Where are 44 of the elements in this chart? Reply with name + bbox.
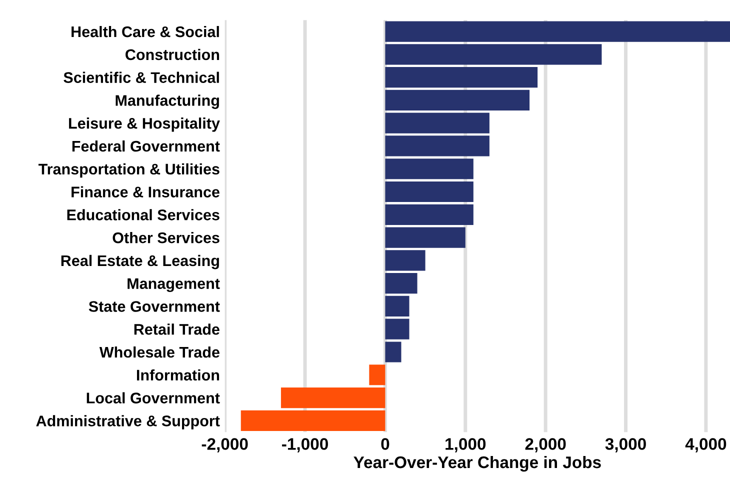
x-tick-label: 3,000 (605, 438, 646, 452)
y-tick-label: Scientific & Technical (64, 72, 219, 83)
y-tick-label: Real Estate & Leasing (61, 254, 219, 270)
x-tick-label: 2,000 (525, 438, 566, 452)
x-tick-label: 4,000 (685, 438, 726, 452)
y-tick-label: State Government (88, 301, 220, 312)
y-tick-label: Health Care & Social (72, 26, 219, 38)
y-tick-label: Transportation & Utilities (38, 163, 220, 178)
y-tick-label: Retail Trade (134, 324, 220, 335)
y-tick-label: Information (136, 369, 220, 381)
bar (385, 44, 602, 65)
x-axis-title: Year-Over-Year Change in Jobs (354, 456, 601, 472)
bar (385, 112, 490, 134)
x-tick-label: -2,000 (202, 438, 248, 452)
bar (385, 204, 474, 225)
y-tick-label: Construction (126, 48, 220, 60)
bar (385, 250, 426, 271)
bar (280, 387, 386, 408)
bar (385, 296, 410, 317)
bar (385, 273, 418, 294)
y-tick-label: Local Government (86, 392, 220, 404)
bar (385, 227, 466, 248)
bar (385, 90, 530, 110)
bar (385, 158, 474, 180)
bar (385, 136, 490, 156)
y-tick-label: Educational Services (67, 209, 220, 220)
bar (240, 410, 386, 431)
bar (385, 181, 474, 202)
bar (385, 67, 538, 88)
bar (385, 342, 402, 362)
y-tick-label: Management (128, 278, 220, 292)
x-tick-label: 1,000 (446, 438, 486, 452)
x-tick-label: 0 (381, 438, 390, 450)
y-tick-label: Federal Government (72, 140, 220, 152)
y-tick-label: Other Services (112, 232, 220, 244)
y-tick-label: Manufacturing (116, 94, 219, 109)
x-tick-label: -1,000 (282, 438, 328, 452)
y-tick-label: Finance & Insurance (72, 186, 220, 198)
y-tick-label: Administrative & Support (36, 415, 220, 430)
bar (369, 364, 386, 386)
bar (385, 318, 410, 340)
y-tick-label: Leisure & Hospitality (69, 118, 220, 132)
bar (385, 21, 730, 42)
y-tick-label: Wholesale Trade (99, 346, 220, 358)
